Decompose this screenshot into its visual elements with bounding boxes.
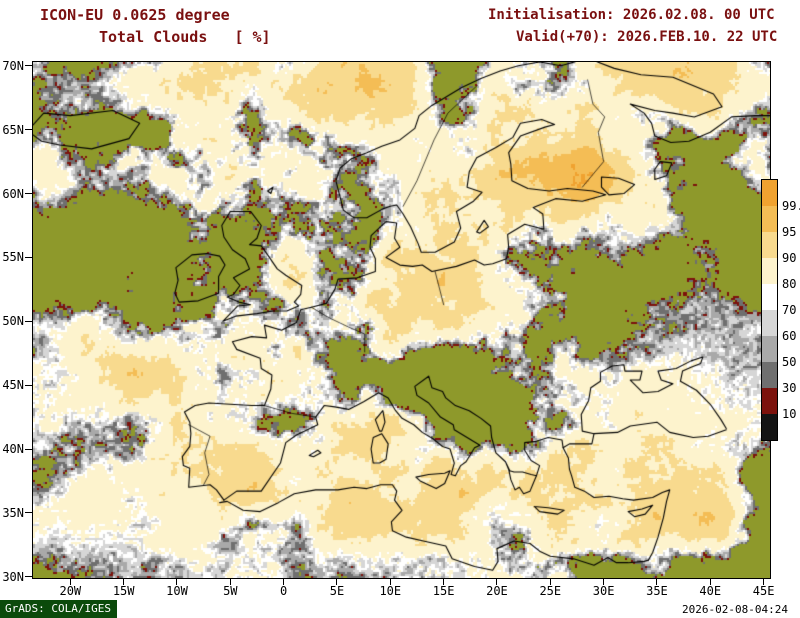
colorbar-label: 70 xyxy=(782,303,797,317)
product-title: Total Clouds [ %] xyxy=(99,28,271,46)
colorbar-label: 50 xyxy=(782,355,797,369)
lat-tickmark xyxy=(25,193,32,195)
lon-tick-label: 25E xyxy=(539,584,562,598)
lon-tickmark xyxy=(496,579,498,585)
lon-tickmark xyxy=(336,579,338,585)
lon-tick-label: 30E xyxy=(592,584,615,598)
colorbar-segment xyxy=(762,310,777,336)
colorbar-label: 60 xyxy=(782,329,797,343)
lat-tick-label: 35N xyxy=(2,505,24,520)
colorbar-segment xyxy=(762,258,777,284)
lat-tick-label: 30N xyxy=(2,569,24,584)
colorbar-segment xyxy=(762,336,777,362)
colorbar-label: 30 xyxy=(782,381,797,395)
lon-tickmark xyxy=(229,579,231,585)
lat-tickmark xyxy=(25,65,32,67)
lon-tick-label: 15E xyxy=(432,584,455,598)
lon-tickmark xyxy=(123,579,125,585)
lon-tick-label: 10W xyxy=(166,584,188,598)
lon-tick-label: 35E xyxy=(646,584,668,598)
lon-tick-label: 20E xyxy=(486,584,508,598)
lat-tick-label: 55N xyxy=(2,250,24,265)
colorbar-label: 95 xyxy=(782,225,797,239)
colorbar-segment xyxy=(762,284,777,310)
lat-tick-label: 70N xyxy=(2,58,24,73)
map-frame xyxy=(32,61,771,579)
lat-tickmark xyxy=(25,448,32,450)
cloud-cover-map xyxy=(33,62,770,578)
colorbar-segment xyxy=(762,180,777,206)
creation-timestamp: 2026-02-08-04:24 xyxy=(682,603,788,616)
lon-tickmark xyxy=(389,579,391,585)
lon-tickmark xyxy=(176,579,178,585)
colorbar-segment xyxy=(762,414,777,440)
lon-tick-label: 10E xyxy=(379,584,402,598)
lon-tick-label: 45E xyxy=(752,584,775,598)
lat-tickmark xyxy=(25,320,32,322)
lat-tickmark xyxy=(25,256,32,258)
lat-tickmark xyxy=(25,129,32,131)
lat-tick-label: 40N xyxy=(2,442,24,456)
colorbar-label: 99.5 xyxy=(782,199,800,213)
lon-tickmark xyxy=(283,579,285,585)
lat-tickmark xyxy=(25,384,32,386)
lon-tickmark xyxy=(549,579,551,585)
lon-tickmark xyxy=(69,579,71,585)
colorbar-segment xyxy=(762,388,777,414)
colorbar-segment xyxy=(762,206,777,232)
colorbar-legend xyxy=(761,179,778,441)
lat-tickmark xyxy=(25,576,32,578)
colorbar-label: 80 xyxy=(782,277,797,291)
lon-tick-label: 15W xyxy=(112,584,135,598)
lon-tick-label: 40E xyxy=(699,584,722,598)
colorbar-segment xyxy=(762,232,777,258)
lon-tickmark xyxy=(656,579,658,585)
lat-tickmark xyxy=(25,512,32,514)
lon-tickmark xyxy=(709,579,711,585)
valid-time: Valid(+70): 2026.FEB.10. 22 UTC xyxy=(516,29,778,45)
colorbar-segment xyxy=(762,362,777,388)
lon-tickmark xyxy=(443,579,445,585)
lat-tick-label: 60N xyxy=(2,186,24,201)
lon-tick-label: 20W xyxy=(59,584,82,598)
lat-tick-label: 45N xyxy=(2,378,24,393)
lon-tick-label: 5E xyxy=(329,584,345,598)
colorbar-label: 10 xyxy=(782,407,797,421)
grads-credit-badge: GrADS: COLA/IGES xyxy=(0,600,117,618)
model-title: ICON-EU 0.0625 degree xyxy=(40,6,230,24)
lat-tick-label: 50N xyxy=(2,314,24,329)
colorbar-label: 90 xyxy=(782,251,797,265)
lon-tick-label: 5W xyxy=(223,584,238,598)
lon-tickmark xyxy=(603,579,605,585)
lat-tick-label: 65N xyxy=(2,122,24,137)
init-time: Initialisation: 2026.02.08. 00 UTC xyxy=(488,7,775,23)
lon-tick-label: 0 xyxy=(280,584,288,598)
lon-tickmark xyxy=(763,579,765,585)
